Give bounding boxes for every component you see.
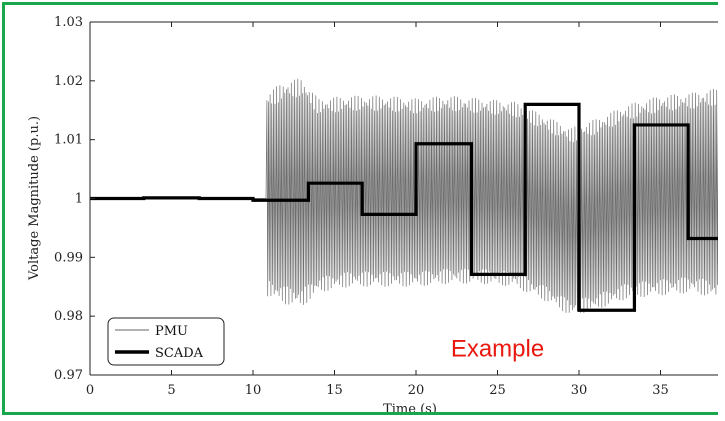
x-axis-title: Time (s) [383, 402, 437, 415]
x-tick-label: 30 [571, 383, 588, 398]
chart-frame: 0510152025303540.970.980.9911.011.021.03… [2, 2, 718, 415]
x-tick-label: 5 [167, 383, 175, 398]
x-tick-label: 35 [652, 383, 669, 398]
y-tick-label: 0.98 [54, 309, 83, 324]
y-tick-label: 1.03 [54, 15, 83, 30]
pmu-series [90, 78, 718, 314]
legend-scada-label: SCADA [155, 346, 204, 361]
y-tick-label: 0.97 [54, 368, 83, 383]
scada-series [90, 102, 718, 312]
y-axis-title: Voltage Magnitude (p.u.) [27, 116, 42, 281]
voltage-chart: 0510152025303540.970.980.9911.011.021.03… [27, 15, 718, 415]
x-tick-label: 10 [245, 383, 262, 398]
x-tick-label: 20 [408, 383, 425, 398]
legend-pmu-label: PMU [155, 324, 188, 339]
legend: PMU SCADA [107, 317, 225, 366]
x-tick-label: 15 [326, 383, 343, 398]
x-tick-label: 25 [489, 383, 506, 398]
y-tick-label: 1.02 [54, 74, 83, 89]
pmu-line [90, 78, 718, 314]
scada-line [90, 102, 718, 312]
y-tick-label: 0.99 [54, 250, 83, 265]
y-tick-label: 1.01 [54, 133, 83, 148]
example-annotation: Example [451, 336, 544, 363]
y-tick-label: 1 [75, 192, 83, 207]
x-tick-label: 0 [86, 383, 94, 398]
